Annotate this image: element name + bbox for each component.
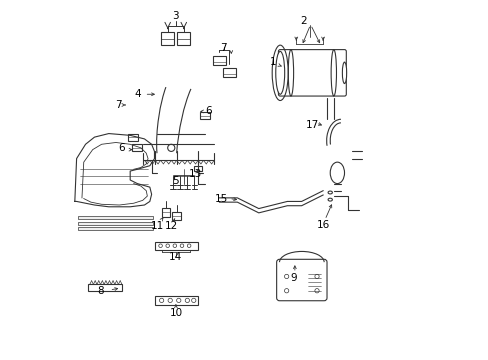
Text: 12: 12 bbox=[164, 221, 178, 231]
Text: 4: 4 bbox=[134, 89, 141, 99]
Ellipse shape bbox=[329, 162, 344, 184]
Text: 7: 7 bbox=[219, 43, 226, 53]
Text: 13: 13 bbox=[188, 168, 202, 179]
FancyBboxPatch shape bbox=[278, 50, 346, 96]
Text: 6: 6 bbox=[204, 107, 211, 116]
Bar bbox=[194, 166, 201, 171]
Text: 16: 16 bbox=[316, 220, 329, 230]
Circle shape bbox=[165, 244, 169, 248]
Circle shape bbox=[159, 244, 162, 248]
Ellipse shape bbox=[342, 62, 346, 84]
Circle shape bbox=[159, 298, 163, 302]
Circle shape bbox=[284, 289, 288, 293]
Text: 17: 17 bbox=[305, 120, 318, 130]
Bar bbox=[223, 68, 235, 77]
Circle shape bbox=[187, 244, 190, 248]
Text: 3: 3 bbox=[172, 11, 179, 21]
Circle shape bbox=[176, 298, 181, 302]
Circle shape bbox=[284, 274, 288, 279]
Ellipse shape bbox=[327, 198, 332, 201]
Text: 6: 6 bbox=[118, 143, 124, 153]
Bar bbox=[128, 134, 138, 141]
Text: 2: 2 bbox=[300, 16, 306, 26]
Circle shape bbox=[180, 244, 183, 248]
Bar bbox=[162, 208, 170, 217]
Bar bbox=[200, 112, 209, 119]
Bar bbox=[132, 144, 142, 152]
Text: 11: 11 bbox=[151, 221, 164, 231]
Bar bbox=[78, 216, 153, 219]
Text: 14: 14 bbox=[168, 252, 182, 262]
Bar bbox=[213, 56, 225, 65]
FancyBboxPatch shape bbox=[276, 259, 326, 301]
Circle shape bbox=[185, 298, 189, 302]
Bar bbox=[88, 284, 122, 291]
Circle shape bbox=[314, 274, 319, 279]
Bar bbox=[155, 242, 198, 249]
Text: 8: 8 bbox=[98, 286, 104, 296]
Text: 15: 15 bbox=[214, 194, 227, 203]
Circle shape bbox=[173, 244, 176, 248]
Bar bbox=[161, 32, 174, 45]
Bar bbox=[78, 222, 153, 225]
Circle shape bbox=[167, 144, 175, 152]
Circle shape bbox=[191, 298, 196, 302]
Text: 9: 9 bbox=[290, 273, 297, 283]
Bar bbox=[177, 32, 190, 45]
Ellipse shape bbox=[275, 51, 284, 94]
Bar bbox=[78, 227, 153, 230]
Ellipse shape bbox=[327, 191, 332, 194]
Text: 7: 7 bbox=[115, 100, 122, 110]
Circle shape bbox=[314, 289, 319, 293]
Text: 5: 5 bbox=[172, 176, 179, 186]
Circle shape bbox=[168, 298, 172, 302]
Text: 1: 1 bbox=[269, 57, 276, 67]
Text: 10: 10 bbox=[169, 308, 182, 318]
Bar bbox=[172, 212, 181, 220]
Bar bbox=[155, 296, 198, 305]
